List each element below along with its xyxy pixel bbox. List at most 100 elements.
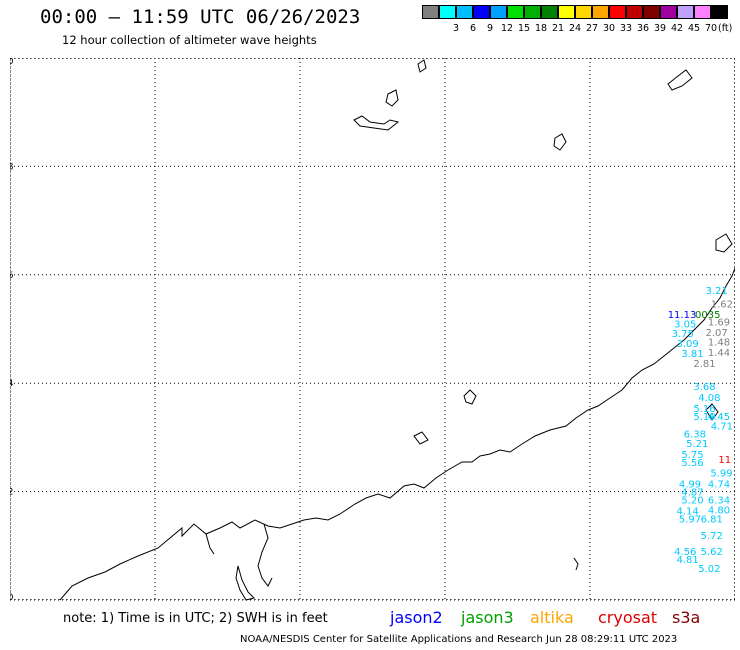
lat-tick-label: 20	[10, 593, 14, 603]
footer-note: note: 1) Time is in UTC; 2) SWH is in fe…	[63, 611, 328, 626]
wave-height-value: 5.97	[679, 514, 701, 525]
island	[463, 389, 477, 405]
wave-height-value: 5.62	[701, 547, 723, 558]
wave-height-value: 4.45	[708, 412, 730, 423]
wave-height-value: 5.56	[681, 458, 703, 469]
colorbar-label: 15	[517, 23, 531, 34]
wave-height-value: 2.07	[705, 328, 727, 339]
tonkin-coast	[205, 533, 215, 555]
altimeter-map: 105108111114117120302826242220 3.211.621…	[10, 58, 735, 603]
island	[715, 233, 733, 253]
wave-height-value: 4.87	[681, 487, 703, 498]
colorbar-swatch	[439, 5, 456, 19]
wave-height-value: 3.75	[672, 329, 694, 340]
colorbar-swatch	[677, 5, 694, 19]
colorbar-swatch	[575, 5, 592, 19]
satellite-legend-altika: altika	[530, 608, 574, 627]
colorbar-swatch	[643, 5, 660, 19]
wave-height-value: 6.38	[684, 429, 706, 440]
island	[385, 89, 399, 107]
colorbar-label: 42	[670, 23, 684, 34]
wave-height-value: 6.34	[708, 496, 730, 507]
wave-height-value: 1.69	[708, 318, 730, 329]
wave-height-value: 4.71	[711, 421, 733, 432]
coastline	[59, 59, 735, 601]
colorbar-swatch	[626, 5, 643, 19]
page-title: 00:00 – 11:59 UTC 06/26/2023	[40, 6, 361, 28]
colorbar-unit: (ft)	[718, 23, 733, 34]
island	[667, 69, 693, 91]
wave-height-value: 4.14	[676, 506, 698, 517]
wave-height-value: 3.09	[676, 339, 698, 350]
wave-height-value: 1.48	[708, 337, 730, 348]
hainan-island	[235, 565, 255, 601]
satellite-legend-cryosat: cryosat	[598, 608, 658, 627]
colorbar-label: 6	[469, 23, 477, 34]
colorbar-label: 12	[500, 23, 514, 34]
colorbar-swatch	[524, 5, 541, 19]
wave-height-value: 5.02	[698, 564, 720, 575]
wave-height-value: 4.08	[698, 393, 720, 404]
island	[553, 133, 567, 151]
colorbar-label: 45	[687, 23, 701, 34]
wave-height-value: 6.81	[701, 514, 723, 525]
colorbar-swatch	[592, 5, 609, 19]
colorbar-label: 70	[704, 23, 718, 34]
colorbar-swatch	[694, 5, 711, 19]
wave-height-value: 5.19	[693, 412, 715, 423]
map-frame	[10, 58, 735, 600]
colorbar-swatch	[558, 5, 575, 19]
wave-height-value: 3.21	[705, 286, 727, 297]
colorbar-swatch	[609, 5, 626, 19]
wave-height-value: 4.99	[679, 479, 701, 490]
wave-height-value: 5.99	[710, 468, 732, 479]
page-subtitle: 12 hour collection of altimeter wave hei…	[62, 33, 317, 47]
wave-height-value: 11.13	[668, 310, 697, 321]
colorbar-swatch	[456, 5, 473, 19]
lat-tick-label: 26	[10, 271, 14, 281]
wave-height-value: 5.72	[701, 531, 723, 542]
colorbar-swatch	[507, 5, 524, 19]
colorbar-label: 9	[486, 23, 494, 34]
wave-height-value: 5.20	[681, 496, 703, 507]
island	[573, 557, 579, 571]
wave-height-value: 3.68	[693, 382, 715, 393]
wave-height-value: 4.74	[708, 479, 730, 490]
wave-height-value: 0035	[695, 310, 720, 321]
wave-height-value: 5.75	[681, 450, 703, 461]
island	[413, 431, 429, 445]
colorbar-swatch	[490, 5, 507, 19]
leizhou-peninsula	[257, 523, 273, 587]
lat-tick-label: 30	[10, 58, 14, 67]
lat-lon-grid	[10, 58, 735, 601]
colorbar-swatch	[660, 5, 677, 19]
lat-tick-label: 28	[10, 162, 14, 172]
wave-height-value: 11	[718, 455, 731, 466]
satellite-legend-s3a: s3a	[672, 608, 701, 627]
colorbar-swatch	[711, 5, 728, 19]
wave-height-value: 3.81	[681, 349, 703, 360]
wave-height-value: 2.81	[693, 359, 715, 370]
satellite-legend-jason2: jason2	[390, 608, 443, 627]
colorbar-swatch	[473, 5, 490, 19]
colorbar-label: 27	[585, 23, 599, 34]
wave-height-value: 4.56	[674, 547, 696, 558]
wave-height-value: 5.21	[686, 439, 708, 450]
lat-tick-label: 24	[10, 379, 14, 389]
island	[353, 115, 400, 131]
colorbar-label: 30	[602, 23, 616, 34]
satellite-legend-jason3: jason3	[461, 608, 514, 627]
mainland-coastline	[59, 267, 735, 601]
wave-height-value: 1.44	[708, 348, 730, 359]
colorbar-label: 36	[636, 23, 650, 34]
island	[705, 403, 719, 421]
colorbar-label: 21	[551, 23, 565, 34]
lat-tick-label: 22	[10, 488, 13, 498]
colorbar-swatch	[422, 5, 439, 19]
colorbar-label: 3	[452, 23, 460, 34]
wave-height-value: 1.62	[711, 299, 733, 310]
colorbar-swatch	[541, 5, 558, 19]
colorbar-label: 18	[534, 23, 548, 34]
wave-height-value: 4.81	[676, 555, 698, 566]
